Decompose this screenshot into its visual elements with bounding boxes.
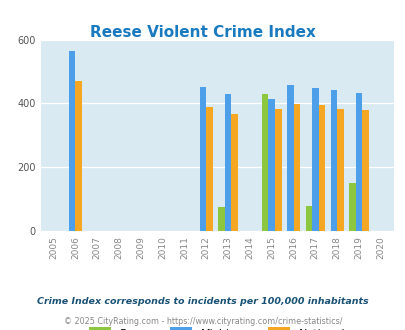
Bar: [355, 93, 361, 231]
Bar: [75, 81, 82, 231]
Bar: [311, 88, 318, 231]
Bar: [348, 183, 355, 231]
Text: © 2025 CityRating.com - https://www.cityrating.com/crime-statistics/: © 2025 CityRating.com - https://www.city…: [64, 317, 341, 326]
Bar: [293, 104, 299, 231]
Bar: [224, 94, 231, 231]
Bar: [69, 51, 75, 231]
Bar: [199, 87, 206, 231]
Bar: [261, 94, 268, 231]
Bar: [218, 207, 224, 231]
Bar: [274, 109, 281, 231]
Bar: [286, 85, 293, 231]
Bar: [336, 109, 343, 231]
Legend: Reese, Michigan, National: Reese, Michigan, National: [84, 323, 350, 330]
Bar: [231, 114, 237, 231]
Bar: [318, 105, 324, 231]
Text: Crime Index corresponds to incidents per 100,000 inhabitants: Crime Index corresponds to incidents per…: [37, 297, 368, 307]
Bar: [361, 110, 368, 231]
Bar: [330, 90, 336, 231]
Bar: [268, 99, 274, 231]
Text: Reese Violent Crime Index: Reese Violent Crime Index: [90, 25, 315, 40]
Bar: [305, 206, 311, 231]
Bar: [206, 107, 212, 231]
